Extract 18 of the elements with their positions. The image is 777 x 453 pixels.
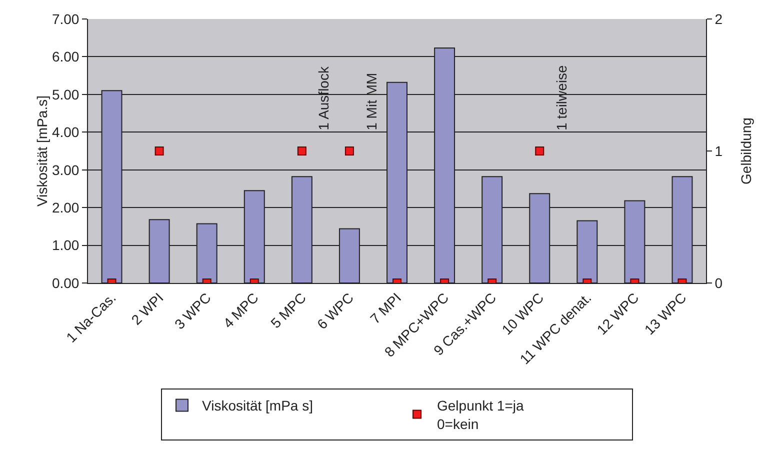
y-tick-label: 7.00 [52, 10, 80, 27]
y2-tick-label: 1 [714, 142, 723, 159]
annotation: 1 teilweise [553, 64, 570, 131]
y-axis-title: Viskosität [mPa.s] [34, 95, 50, 207]
annotation: 1 Ausflock [315, 66, 332, 130]
y-tick-label: 5.00 [52, 86, 80, 102]
y2-tick-label: 0 [714, 274, 723, 291]
y-tick-label: 3.00 [52, 162, 80, 178]
y-tick-label: 2.00 [52, 199, 80, 216]
y-tick-label: 6.00 [52, 48, 80, 65]
legend-label: Gelpunkt 1=ja 0=kein [437, 398, 524, 432]
y-tick-label: 4.00 [52, 124, 80, 140]
y2-axis-title: Gelbildung [738, 118, 754, 184]
y2-tick-label: 2 [714, 10, 723, 27]
y-tick-label: 1.00 [52, 237, 80, 254]
legend-label: Viskosität [mPa s] [202, 398, 314, 414]
y-tick-label: 0.00 [52, 274, 80, 291]
x-tick-label: 2 WPI [128, 290, 166, 328]
